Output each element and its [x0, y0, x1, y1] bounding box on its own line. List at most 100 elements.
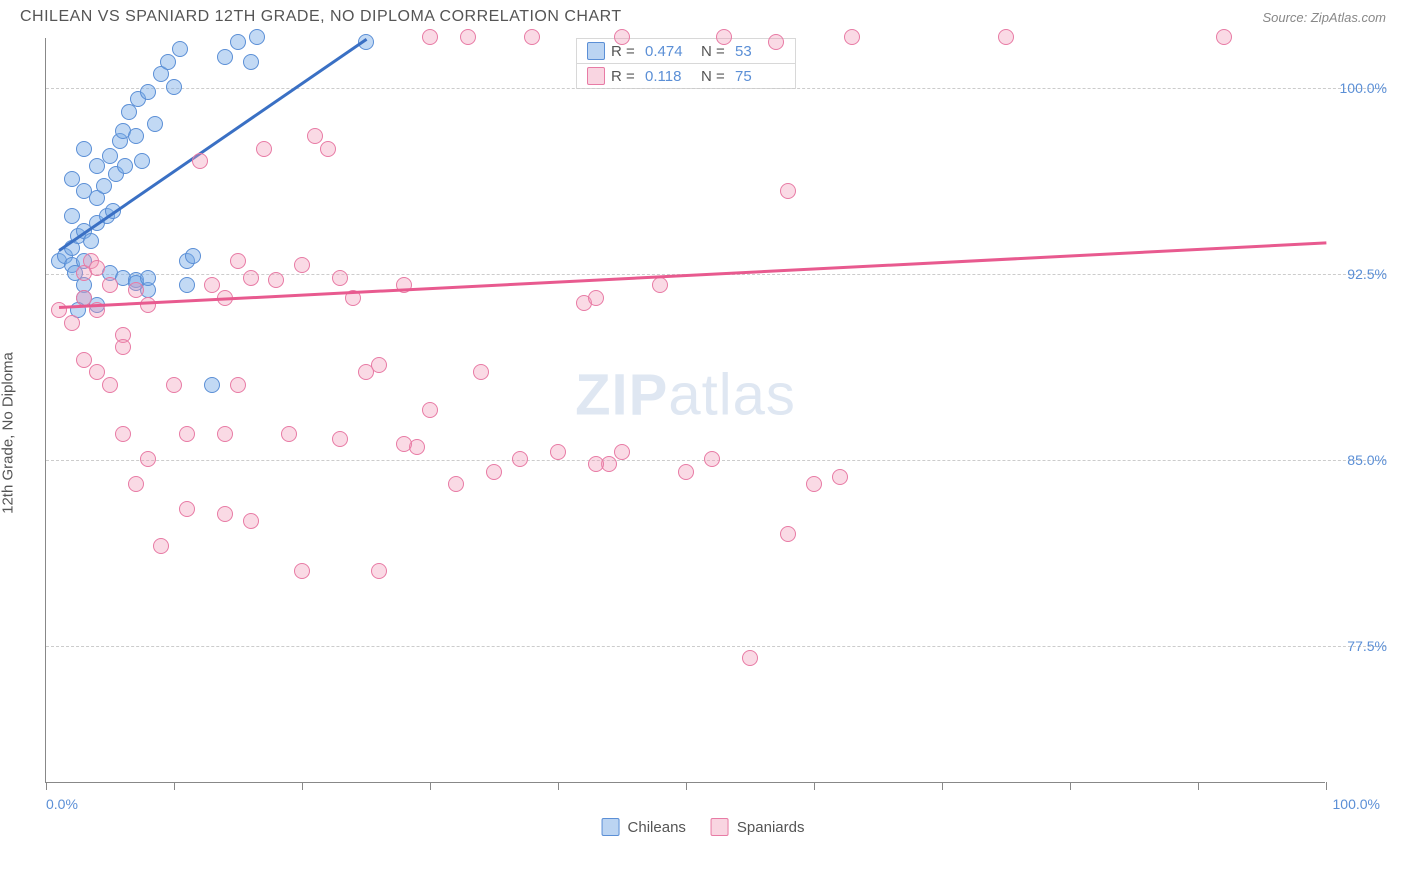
data-point	[64, 208, 80, 224]
data-point	[166, 377, 182, 393]
plot-region: ZIPatlas R = 0.474 N = 53 R = 0.118 N = …	[45, 38, 1325, 783]
y-tick-label: 85.0%	[1347, 452, 1387, 468]
n-value: 75	[735, 68, 785, 85]
data-point	[89, 364, 105, 380]
data-point	[217, 426, 233, 442]
data-point	[716, 29, 732, 45]
data-point	[768, 34, 784, 50]
data-point	[448, 476, 464, 492]
data-point	[512, 451, 528, 467]
data-point	[294, 257, 310, 273]
data-point	[294, 563, 310, 579]
data-point	[460, 29, 476, 45]
swatch-blue-icon	[587, 42, 605, 60]
legend-row-spaniards: R = 0.118 N = 75	[576, 64, 796, 89]
data-point	[76, 141, 92, 157]
swatch-pink-icon	[711, 818, 729, 836]
data-point	[179, 426, 195, 442]
n-label: N =	[701, 43, 729, 60]
x-tick	[174, 782, 175, 790]
legend-item-chileans: Chileans	[602, 818, 686, 836]
n-label: N =	[701, 68, 729, 85]
data-point	[678, 464, 694, 480]
chart-header: CHILEAN VS SPANIARD 12TH GRADE, NO DIPLO…	[0, 0, 1406, 28]
r-label: R =	[611, 68, 639, 85]
legend-item-spaniards: Spaniards	[711, 818, 805, 836]
legend-row-chileans: R = 0.474 N = 53	[576, 38, 796, 64]
data-point	[64, 171, 80, 187]
data-point	[179, 501, 195, 517]
y-tick-label: 77.5%	[1347, 638, 1387, 654]
data-point	[204, 277, 220, 293]
data-point	[652, 277, 668, 293]
data-point	[217, 49, 233, 65]
data-point	[192, 153, 208, 169]
data-point	[473, 364, 489, 380]
data-point	[230, 34, 246, 50]
data-point	[1216, 29, 1232, 45]
x-tick	[942, 782, 943, 790]
data-point	[115, 339, 131, 355]
data-point	[614, 29, 630, 45]
data-point	[102, 277, 118, 293]
data-point	[588, 290, 604, 306]
x-tick	[46, 782, 47, 790]
data-point	[140, 270, 156, 286]
data-point	[153, 538, 169, 554]
x-label-left: 0.0%	[46, 796, 78, 812]
data-point	[140, 84, 156, 100]
series-legend: Chileans Spaniards	[602, 818, 805, 836]
x-tick	[558, 782, 559, 790]
y-tick-label: 92.5%	[1347, 266, 1387, 282]
data-point	[332, 270, 348, 286]
data-point	[243, 270, 259, 286]
data-point	[160, 54, 176, 70]
x-label-right: 100.0%	[1333, 796, 1380, 812]
data-point	[806, 476, 822, 492]
swatch-pink-icon	[587, 67, 605, 85]
data-point	[166, 79, 182, 95]
x-tick	[1326, 782, 1327, 790]
chart-source: Source: ZipAtlas.com	[1262, 10, 1386, 25]
x-tick	[1070, 782, 1071, 790]
y-axis-label: 12th Grade, No Diploma	[0, 352, 17, 514]
data-point	[268, 272, 284, 288]
data-point	[76, 352, 92, 368]
data-point	[96, 178, 112, 194]
legend-label: Chileans	[628, 819, 686, 836]
data-point	[249, 29, 265, 45]
data-point	[89, 260, 105, 276]
y-tick-label: 100.0%	[1340, 80, 1387, 96]
data-point	[243, 54, 259, 70]
data-point	[117, 158, 133, 174]
data-point	[115, 426, 131, 442]
r-value: 0.118	[645, 68, 695, 85]
data-point	[486, 464, 502, 480]
data-point	[147, 116, 163, 132]
data-point	[844, 29, 860, 45]
data-point	[83, 233, 99, 249]
chart-area: 12th Grade, No Diploma ZIPatlas R = 0.47…	[0, 28, 1406, 838]
data-point	[256, 141, 272, 157]
data-point	[780, 183, 796, 199]
watermark: ZIPatlas	[575, 362, 796, 429]
swatch-blue-icon	[602, 818, 620, 836]
data-point	[134, 153, 150, 169]
data-point	[89, 158, 105, 174]
x-tick	[686, 782, 687, 790]
x-tick	[302, 782, 303, 790]
data-point	[230, 253, 246, 269]
data-point	[832, 469, 848, 485]
data-point	[281, 426, 297, 442]
data-point	[550, 444, 566, 460]
data-point	[140, 297, 156, 313]
data-point	[614, 444, 630, 460]
data-point	[396, 436, 412, 452]
data-point	[704, 451, 720, 467]
stats-legend: R = 0.474 N = 53 R = 0.118 N = 75	[576, 38, 796, 89]
data-point	[371, 357, 387, 373]
data-point	[51, 302, 67, 318]
data-point	[128, 476, 144, 492]
data-point	[102, 377, 118, 393]
data-point	[780, 526, 796, 542]
